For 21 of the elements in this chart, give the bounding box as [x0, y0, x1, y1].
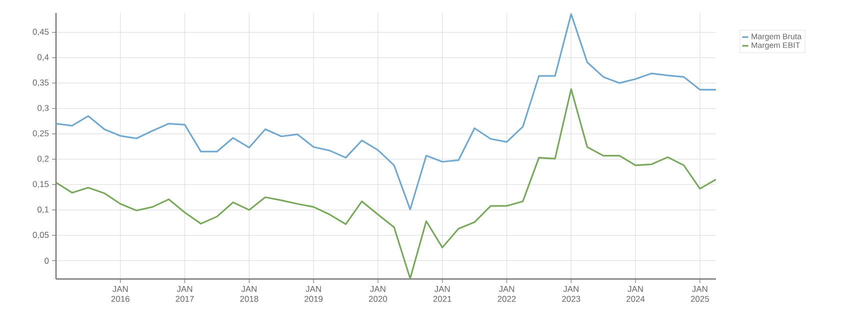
line-series: [56, 13, 716, 210]
x-tick-label: JAN 2023: [562, 286, 580, 302]
y-tick-label: 0,45: [32, 28, 49, 36]
y-tick-label: 0,15: [32, 181, 49, 188]
y-tick-label: 0,2: [38, 156, 49, 163]
y-tick-label: 0,05: [32, 232, 49, 239]
x-tick-label: JAN 2020: [368, 286, 388, 302]
x-tick-label: JAN 2017: [176, 286, 194, 302]
x-tick-label: JAN 2019: [304, 286, 323, 302]
y-tick-label: 0,4: [38, 54, 49, 62]
y-tick-label: 0,35: [32, 80, 49, 87]
y-tick-label: 0: [44, 258, 49, 264]
x-tick-label: JAN 2016: [111, 286, 130, 302]
y-tick-label: 0,25: [32, 130, 49, 138]
x-tick-label: JAN 2024: [626, 286, 645, 302]
x-tick-label: JAN 2021: [433, 286, 452, 302]
x-tick-label: JAN 2025: [690, 286, 709, 302]
x-tick-label: JAN 2022: [498, 286, 516, 302]
y-tick-label: 0,3: [38, 104, 49, 112]
y-tick-label: 0,1: [38, 206, 49, 214]
x-tick-label: JAN 2018: [240, 286, 258, 302]
